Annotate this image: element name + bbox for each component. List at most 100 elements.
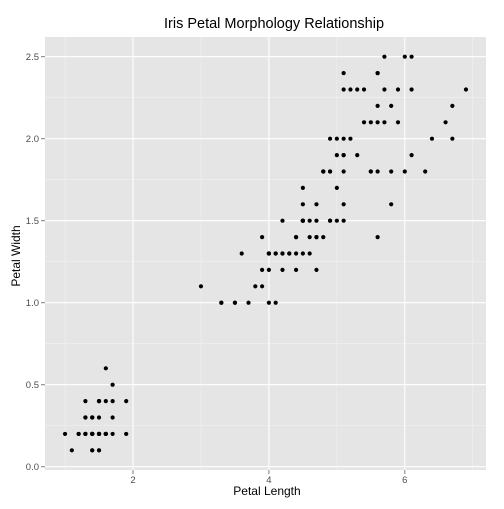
data-point xyxy=(334,136,339,141)
data-point xyxy=(90,431,95,437)
data-point xyxy=(409,54,414,59)
data-point xyxy=(280,267,285,273)
data-point xyxy=(314,218,319,223)
data-point xyxy=(334,218,339,223)
data-point xyxy=(389,169,394,174)
data-point xyxy=(293,234,299,240)
data-point xyxy=(395,120,401,125)
data-point xyxy=(76,431,81,437)
data-point xyxy=(341,87,346,92)
x-tick-label: 4 xyxy=(266,475,271,486)
y-tick-label: 0.5 xyxy=(26,380,39,391)
data-point xyxy=(361,120,367,125)
data-point xyxy=(429,136,435,141)
data-point xyxy=(409,152,414,158)
data-point xyxy=(239,251,244,256)
data-point xyxy=(314,202,319,207)
x-tick-label: 6 xyxy=(402,475,407,486)
data-point xyxy=(375,120,380,125)
data-point xyxy=(450,136,455,141)
y-tick-label: 1.0 xyxy=(26,298,39,309)
data-point xyxy=(395,87,401,92)
data-point xyxy=(293,251,299,256)
data-point xyxy=(232,300,238,305)
data-point xyxy=(219,300,224,305)
data-points xyxy=(62,54,469,453)
data-point xyxy=(300,185,305,190)
major-gridlines xyxy=(45,37,486,470)
data-point xyxy=(96,399,102,404)
data-point xyxy=(83,399,88,404)
data-point xyxy=(62,431,68,437)
data-point xyxy=(293,267,299,273)
data-point xyxy=(260,267,265,273)
data-point xyxy=(375,234,380,240)
data-point xyxy=(266,251,271,256)
data-point xyxy=(124,399,129,404)
data-point xyxy=(280,251,285,256)
data-point xyxy=(341,218,346,223)
y-tick-label: 0.0 xyxy=(26,462,39,473)
data-point xyxy=(341,152,346,158)
data-point xyxy=(314,267,319,273)
data-point xyxy=(90,448,95,453)
data-point xyxy=(307,218,312,223)
data-point xyxy=(321,234,326,240)
data-point xyxy=(83,431,88,437)
data-point xyxy=(280,218,285,223)
data-point xyxy=(409,87,414,92)
data-point xyxy=(103,399,108,404)
y-tick-label: 2.5 xyxy=(26,52,39,63)
data-point xyxy=(334,152,339,158)
x-tick-label: 2 xyxy=(130,475,135,486)
data-point xyxy=(246,300,251,305)
data-point xyxy=(341,70,346,76)
data-point xyxy=(300,251,305,256)
data-point xyxy=(273,251,278,256)
y-axis-title: Petal Width xyxy=(9,225,23,286)
data-point xyxy=(314,234,319,240)
data-point xyxy=(402,54,407,59)
data-point xyxy=(198,284,204,289)
data-point xyxy=(341,202,346,207)
data-point xyxy=(83,415,88,420)
data-point xyxy=(463,87,469,92)
data-point xyxy=(341,136,346,141)
data-point xyxy=(260,234,265,240)
data-point xyxy=(307,234,312,240)
data-point xyxy=(69,448,74,453)
data-point xyxy=(96,431,102,437)
data-point xyxy=(355,152,360,158)
data-point xyxy=(300,218,305,223)
y-axis: 0.0 0.5 1.0 1.5 2.0 2.5 xyxy=(26,52,45,473)
data-point xyxy=(423,169,428,174)
data-point xyxy=(348,87,353,92)
data-point xyxy=(273,300,278,305)
x-axis: 2 4 6 xyxy=(130,470,407,486)
data-point xyxy=(287,251,292,256)
data-point xyxy=(341,169,346,174)
data-point xyxy=(375,169,380,174)
data-point xyxy=(382,54,387,59)
data-point xyxy=(90,415,95,420)
data-point xyxy=(450,103,455,108)
data-point xyxy=(375,103,380,108)
data-point xyxy=(382,120,387,125)
minor-gridlines xyxy=(45,37,486,470)
data-point xyxy=(103,431,108,437)
data-point xyxy=(327,136,333,141)
y-tick-label: 1.5 xyxy=(26,216,39,227)
data-point xyxy=(110,431,115,437)
data-point xyxy=(307,251,312,256)
data-point xyxy=(110,415,115,420)
data-point xyxy=(300,202,305,207)
data-point xyxy=(402,169,407,174)
data-point xyxy=(253,284,258,289)
data-point xyxy=(355,87,360,92)
data-point xyxy=(368,120,373,125)
data-point xyxy=(110,382,115,387)
data-point xyxy=(348,136,353,141)
data-point xyxy=(321,169,326,174)
